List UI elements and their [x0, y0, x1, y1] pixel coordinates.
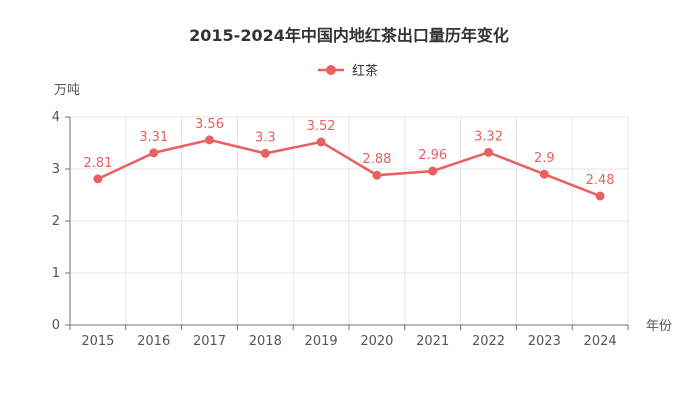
data-labels: 2.81 3.31 3.56 3.3 3.52 2.88 2.96 3.32 2.9 2.48 — [83, 117, 614, 188]
data-label: 2.9 — [534, 151, 555, 166]
y-axis-name: 万吨 — [54, 83, 80, 98]
legend[interactable]: 红茶 — [318, 63, 378, 79]
grid — [69, 116, 629, 325]
x-tick-label: 2016 — [137, 334, 170, 349]
x-axis-name: 年份 — [646, 319, 672, 334]
data-point — [372, 170, 382, 180]
data-label: 3.52 — [307, 119, 336, 134]
data-label: 3.56 — [195, 117, 224, 132]
y-tick-label: 0 — [52, 318, 60, 333]
data-label: 2.48 — [586, 173, 615, 188]
series-line — [97, 138, 601, 198]
series-red-tea — [93, 135, 605, 201]
x-tick-label: 2024 — [584, 334, 617, 349]
axes: 0 1 2 3 4 2015 2016 2017 2018 2019 2020 2021 2022 202… — [52, 110, 629, 349]
chart-title: 2015-2024年中国内地红茶出口量历年变化 — [189, 26, 509, 45]
x-tick-label: 2018 — [249, 334, 282, 349]
y-tick-label: 4 — [52, 110, 60, 125]
data-label: 3.3 — [255, 130, 276, 145]
data-label: 3.31 — [139, 130, 168, 145]
data-label: 2.81 — [83, 156, 112, 171]
data-point — [93, 174, 103, 184]
data-point — [149, 148, 159, 158]
data-point — [205, 135, 214, 145]
data-label: 2.96 — [418, 148, 447, 163]
legend-label: 红茶 — [352, 63, 378, 79]
data-point — [260, 148, 270, 158]
y-tick-label: 2 — [52, 214, 60, 229]
data-point — [595, 191, 605, 201]
data-point — [428, 166, 438, 176]
data-label: 2.88 — [362, 152, 391, 167]
x-tick-label: 2022 — [472, 334, 505, 349]
data-point — [539, 169, 549, 179]
data-label: 3.32 — [474, 129, 503, 144]
y-tick-label: 1 — [52, 266, 60, 281]
x-tick-label: 2019 — [305, 334, 338, 349]
y-tick-label: 3 — [52, 162, 60, 177]
x-tick-label: 2023 — [528, 334, 561, 349]
x-tick-label: 2015 — [81, 334, 114, 349]
x-tick-label: 2021 — [416, 334, 449, 349]
x-tick-label: 2017 — [193, 334, 226, 349]
data-point — [484, 147, 493, 157]
x-tick-label: 2020 — [360, 334, 393, 349]
legend-dot-marker — [326, 65, 336, 75]
data-point — [316, 137, 326, 147]
